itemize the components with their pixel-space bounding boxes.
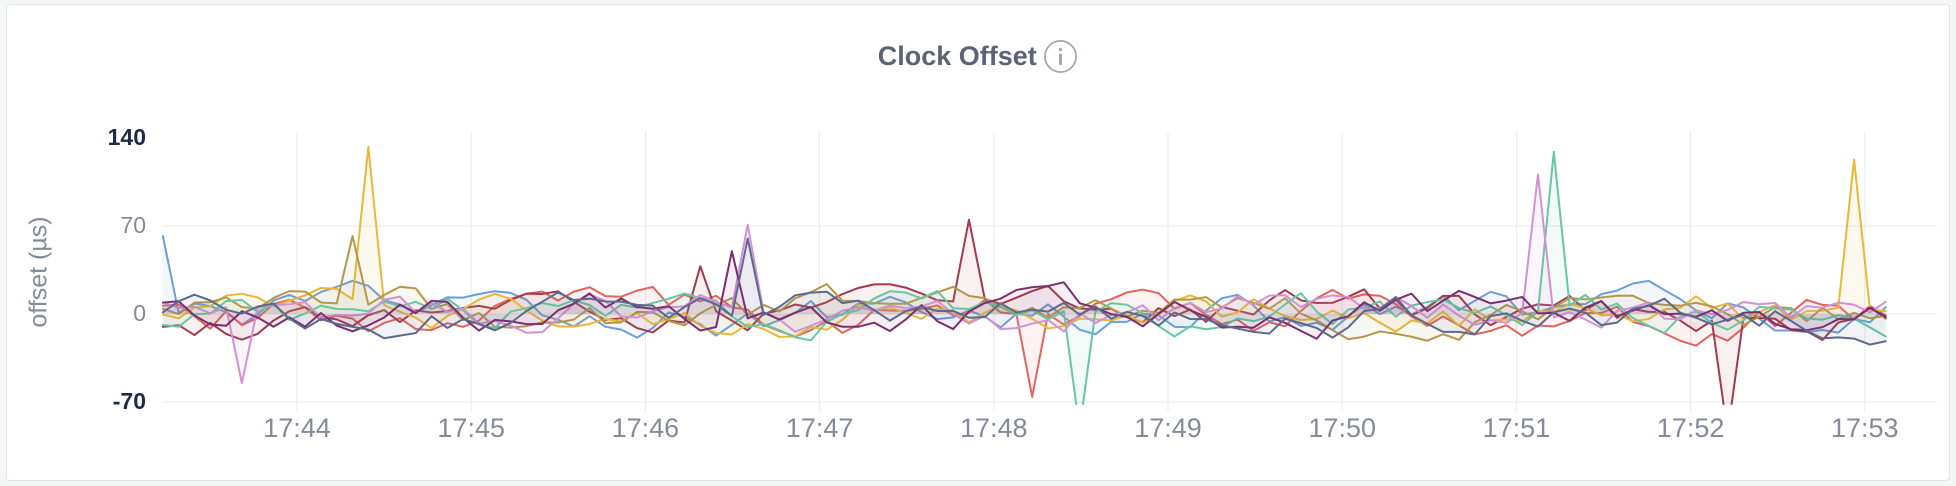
svg-text:17:47: 17:47 bbox=[786, 413, 854, 443]
svg-text:17:49: 17:49 bbox=[1134, 413, 1202, 443]
svg-text:-70: -70 bbox=[113, 388, 146, 414]
svg-text:17:53: 17:53 bbox=[1831, 413, 1899, 443]
svg-text:17:51: 17:51 bbox=[1483, 413, 1551, 443]
svg-text:0: 0 bbox=[133, 300, 146, 326]
svg-text:17:46: 17:46 bbox=[612, 413, 680, 443]
svg-text:140: 140 bbox=[108, 124, 146, 150]
svg-text:17:52: 17:52 bbox=[1657, 413, 1725, 443]
svg-text:17:50: 17:50 bbox=[1308, 413, 1376, 443]
svg-text:17:44: 17:44 bbox=[263, 413, 331, 443]
svg-text:17:48: 17:48 bbox=[960, 413, 1028, 443]
svg-text:70: 70 bbox=[120, 212, 146, 238]
svg-text:17:45: 17:45 bbox=[437, 413, 505, 443]
